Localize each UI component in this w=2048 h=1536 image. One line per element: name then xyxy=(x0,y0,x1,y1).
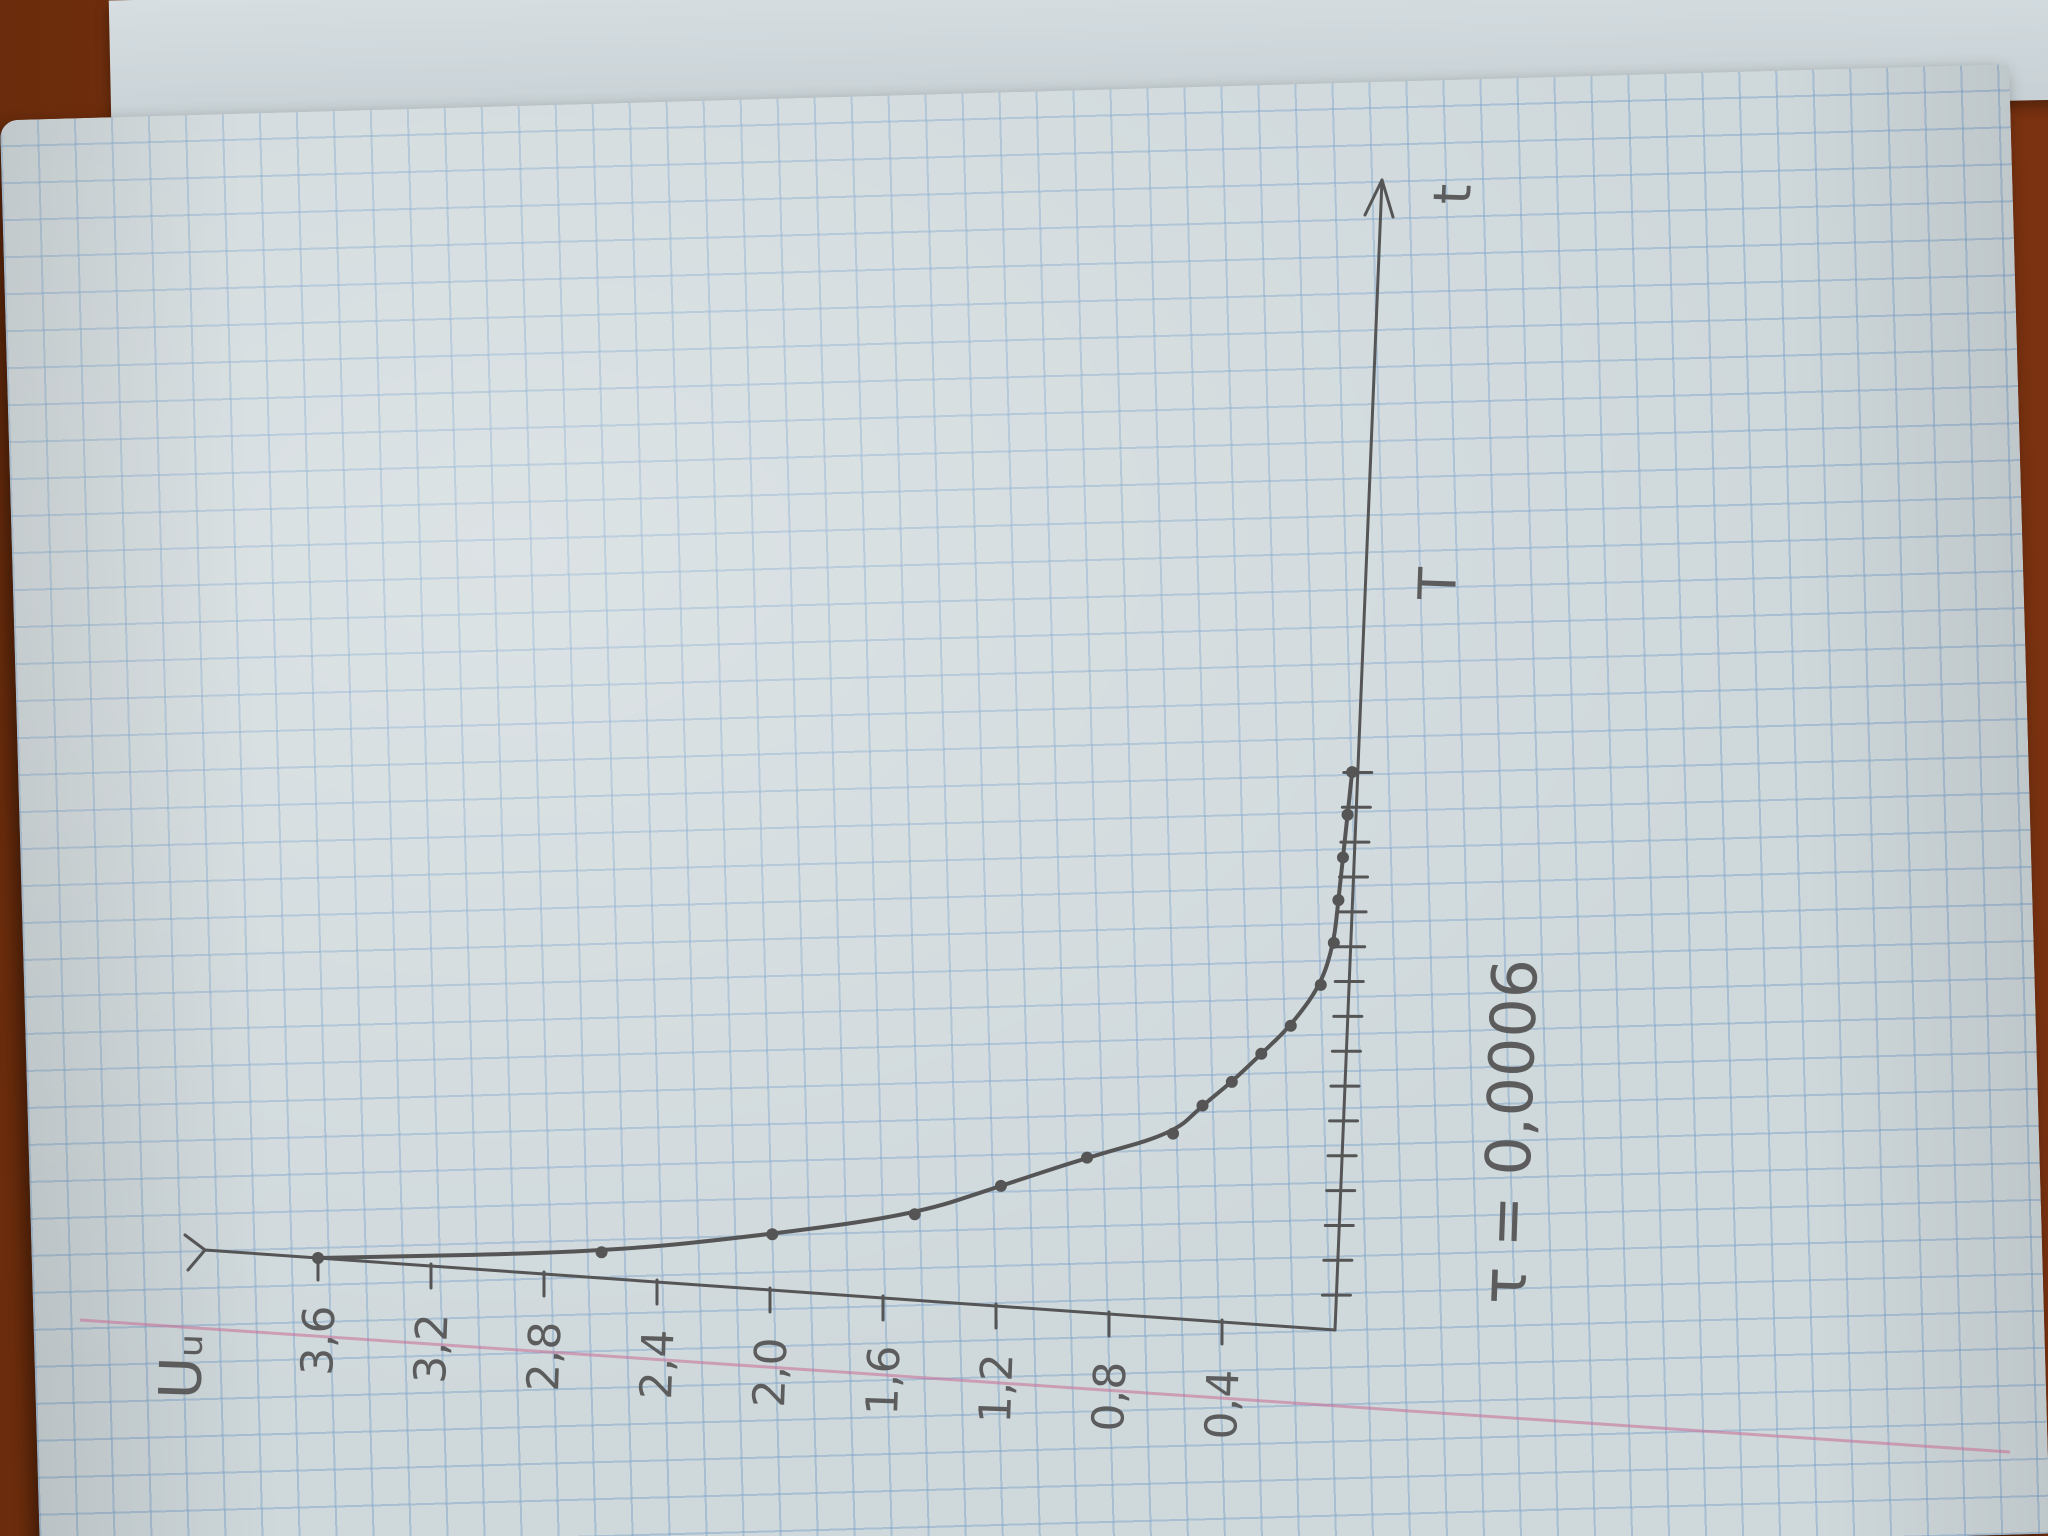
data-curve xyxy=(316,770,1355,1260)
data-point xyxy=(1332,894,1345,907)
data-point xyxy=(1255,1047,1268,1060)
data-point xyxy=(1346,766,1359,779)
data-point xyxy=(908,1208,921,1221)
y-tick-label: 3,6 xyxy=(292,1305,345,1377)
data-point xyxy=(1341,808,1354,821)
y-axis-label: Uᵤ xyxy=(146,1332,216,1400)
data-point xyxy=(1081,1151,1094,1164)
y-tick-label: 2,8 xyxy=(518,1321,571,1393)
data-point xyxy=(994,1179,1007,1192)
data-point xyxy=(595,1246,608,1259)
y-tick-label: 3,2 xyxy=(405,1313,458,1385)
u-axis-arrow xyxy=(183,1233,207,1272)
x-axis-label: T xyxy=(1408,566,1469,601)
page-margin-line xyxy=(79,1318,2011,1454)
y-tick-label: 2,4 xyxy=(631,1329,684,1401)
data-point xyxy=(1196,1099,1209,1112)
data-point xyxy=(1225,1075,1238,1088)
t-axis-line xyxy=(1333,178,1384,1332)
data-point xyxy=(312,1252,324,1264)
y-tick-label: 1,6 xyxy=(857,1345,910,1417)
data-point xyxy=(1314,978,1327,991)
data-point xyxy=(1284,1019,1297,1032)
data-curve-group xyxy=(312,766,1359,1264)
data-point xyxy=(766,1228,779,1241)
y-tick-label: 2,0 xyxy=(744,1337,797,1409)
y-tick-label: 1,2 xyxy=(970,1353,1023,1425)
y-tick-group: 0,4 0,8 1,2 1,6 2,0 2,4 2,8 3,2 3,6 xyxy=(292,1254,1249,1441)
data-point xyxy=(1327,936,1340,949)
y-axis-line xyxy=(1330,1232,2048,1330)
data-point xyxy=(1336,851,1349,864)
data-point xyxy=(1167,1127,1180,1140)
y-tick-label: 0,4 xyxy=(1196,1369,1249,1441)
y-tick-label: 0,8 xyxy=(1083,1361,1136,1433)
x-tick-group xyxy=(1320,770,1374,1297)
t-axis-arrow xyxy=(1363,178,1395,219)
x-arrow-label: t xyxy=(1423,183,1484,205)
tau-annotation: τ = 0,0006 xyxy=(1467,958,1552,1306)
